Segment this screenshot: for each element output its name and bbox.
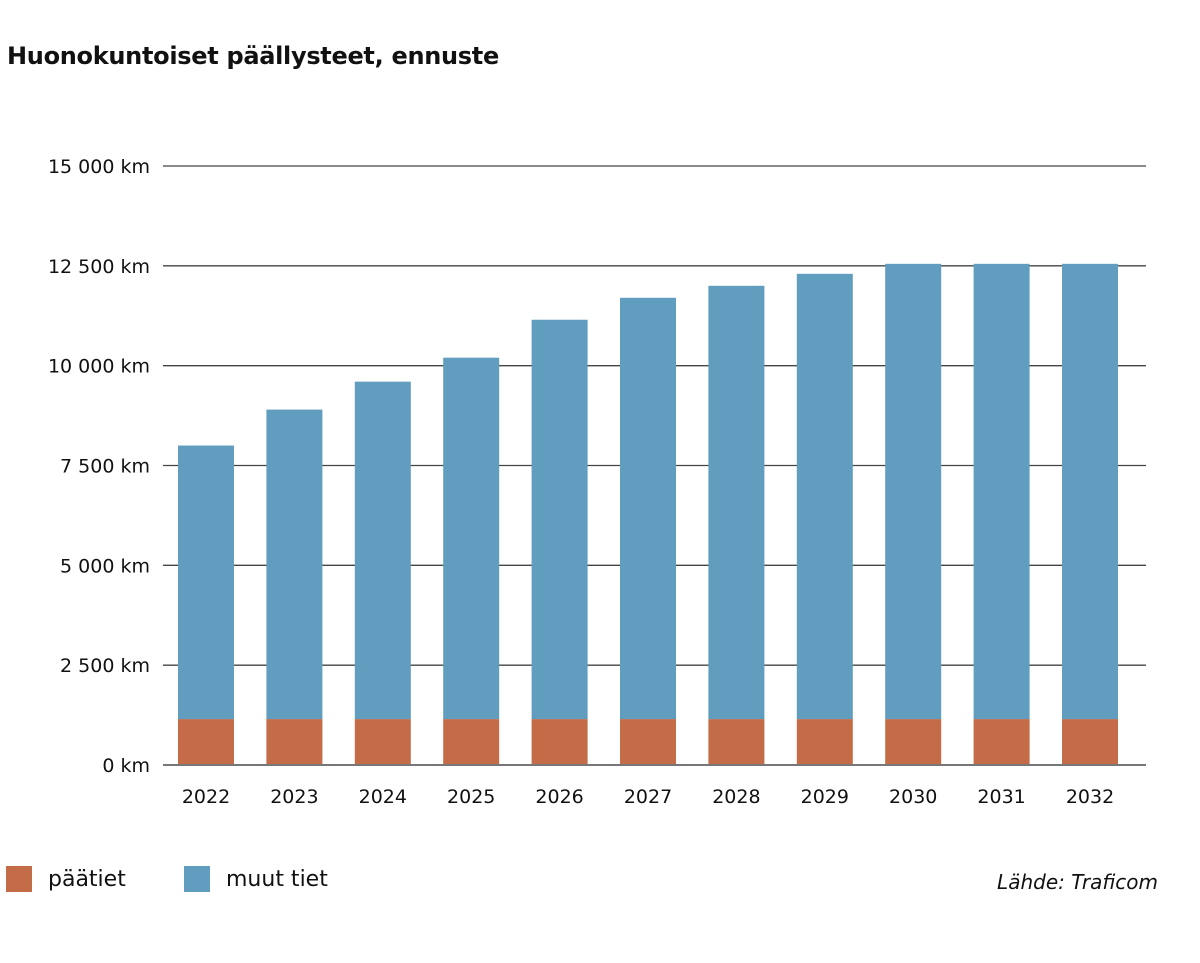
chart-plot: 0 km 2 500 km 5 000 km 7 500 km 10 000 km 12 …: [48, 156, 1146, 808]
bar-muut-tiet-2023: [266, 409, 323, 720]
x-tick-label: 2031: [977, 786, 1025, 808]
y-tick-label: 2 500 km: [60, 655, 150, 677]
bar-muut-tiet-2030: [885, 263, 942, 720]
legend-swatch-paatiet: [6, 866, 32, 892]
x-tick-label: 2022: [182, 786, 230, 808]
y-tick-label: 15 000 km: [48, 156, 150, 178]
x-tick-label: 2023: [270, 786, 318, 808]
bar-muut-tiet-2026: [531, 319, 588, 720]
y-tick-label: 12 500 km: [48, 256, 150, 278]
y-tick-label: 7 500 km: [60, 456, 150, 478]
source-note: Lähde: Traficom: [997, 870, 1158, 894]
legend-label-muut-tiet: muut tiet: [226, 866, 328, 892]
bar-muut-tiet-2024: [354, 381, 411, 720]
bar-muut-tiet-2022: [178, 445, 234, 720]
x-tick-label: 2030: [889, 786, 937, 808]
x-tick-label: 2028: [712, 786, 760, 808]
bar-paatiet-2030: [885, 719, 942, 765]
bar-paatiet-2025: [443, 719, 500, 765]
bar-muut-tiet-2032: [1062, 263, 1118, 720]
legend-item-paatiet: päätiet: [6, 866, 126, 892]
bar-paatiet-2032: [1062, 719, 1118, 765]
bar-paatiet-2028: [708, 719, 765, 765]
bar-muut-tiet-2031: [973, 263, 1030, 720]
bar-paatiet-2026: [531, 719, 588, 765]
x-tick-label: 2025: [447, 786, 495, 808]
y-tick-label: 10 000 km: [48, 356, 150, 378]
x-tick-label: 2029: [801, 786, 849, 808]
x-tick-label: 2026: [535, 786, 583, 808]
bar-muut-tiet-2025: [443, 357, 500, 720]
x-tick-label: 2032: [1066, 786, 1114, 808]
x-tick-label: 2024: [359, 786, 407, 808]
bar-paatiet-2031: [973, 719, 1030, 765]
y-tick-label: 5 000 km: [60, 555, 150, 577]
bar-paatiet-2022: [178, 719, 234, 765]
x-tick-label: 2027: [624, 786, 672, 808]
bar-paatiet-2024: [354, 719, 411, 765]
y-tick-label: 0 km: [102, 755, 150, 777]
y-axis-ticks: 0 km 2 500 km 5 000 km 7 500 km 10 000 km 12 …: [48, 156, 150, 777]
bar-paatiet-2023: [266, 719, 323, 765]
x-axis-ticks: 2022 2023 2024 2025 2026 2027 2028 2029 2030 2031…: [182, 786, 1114, 808]
legend-item-muut-tiet: muut tiet: [184, 866, 328, 892]
bar-paatiet-2027: [620, 719, 676, 765]
bar-muut-tiet-2029: [796, 273, 853, 720]
bar-muut-tiet-2028: [708, 285, 765, 720]
bar-paatiet-2029: [796, 719, 853, 765]
chart-title: Huonokuntoiset päällysteet, ennuste: [7, 42, 499, 70]
legend-label-paatiet: päätiet: [48, 866, 126, 892]
bar-muut-tiet-2027: [620, 297, 676, 720]
legend-swatch-muut-tiet: [184, 866, 210, 892]
bars: [178, 263, 1118, 765]
